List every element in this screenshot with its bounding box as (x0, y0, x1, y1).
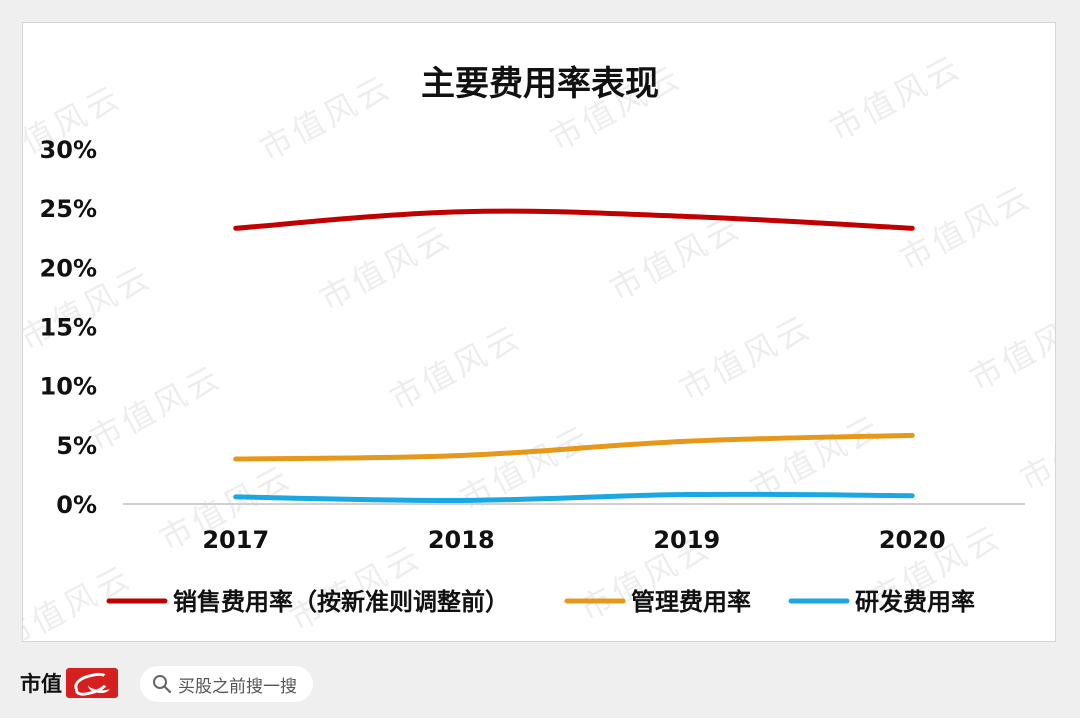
x-tick-label: 2019 (653, 526, 720, 554)
legend-label: 研发费用率 (855, 588, 975, 616)
x-tick-label: 2018 (428, 526, 495, 554)
brand-logo[interactable]: 市值 (20, 668, 118, 698)
legend: 销售费用率（按新准则调整前） 管理费用率 研发费用率 (106, 588, 975, 616)
series-line-3 (233, 491, 915, 503)
y-tick-label: 0% (56, 491, 97, 519)
y-tick-label: 25% (40, 195, 97, 223)
brand-badge-logo (66, 668, 118, 698)
legend-label: 管理费用率 (631, 588, 751, 616)
search-box[interactable]: 买股之前搜一搜 (140, 666, 313, 702)
brand-text: 市值 (20, 671, 62, 696)
legend-label: 销售费用率（按新准则调整前） (173, 588, 509, 616)
y-tick-label: 15% (40, 314, 97, 342)
footer-bar: 市值 买股之前搜一搜 (0, 650, 1080, 718)
x-axis-ticks: 2017 2018 2019 2020 (202, 526, 945, 554)
chart-card: 市值风云 市值风云 市值风云 市值风云 市值风云 市值风云 市值风云 市值风云 市值风云 市值风云… (22, 22, 1056, 642)
magnifier-icon (153, 675, 172, 694)
series-line-2 (233, 432, 915, 462)
y-tick-label: 30% (40, 136, 97, 164)
y-tick-label: 5% (56, 432, 97, 460)
series-lines (233, 208, 915, 503)
legend-item-3: 研发费用率 (788, 588, 975, 616)
y-tick-label: 20% (40, 254, 97, 282)
y-axis-ticks: 0% 5% 10% 15% 20% 25% 30% (40, 136, 97, 519)
x-tick-label: 2020 (879, 526, 946, 554)
y-tick-label: 10% (40, 373, 97, 401)
chart-title: 主要费用率表现 (421, 64, 659, 104)
legend-item-1: 销售费用率（按新准则调整前） (106, 588, 509, 616)
line-chart: 主要费用率表现 0% 5% 10% 15% 20% 25% 30% 2017 2018 2019… (40, 64, 1025, 616)
legend-item-2: 管理费用率 (564, 588, 751, 616)
search-hint-text: 买股之前搜一搜 (178, 676, 297, 697)
x-tick-label: 2017 (202, 526, 269, 554)
series-line-1 (233, 208, 915, 231)
